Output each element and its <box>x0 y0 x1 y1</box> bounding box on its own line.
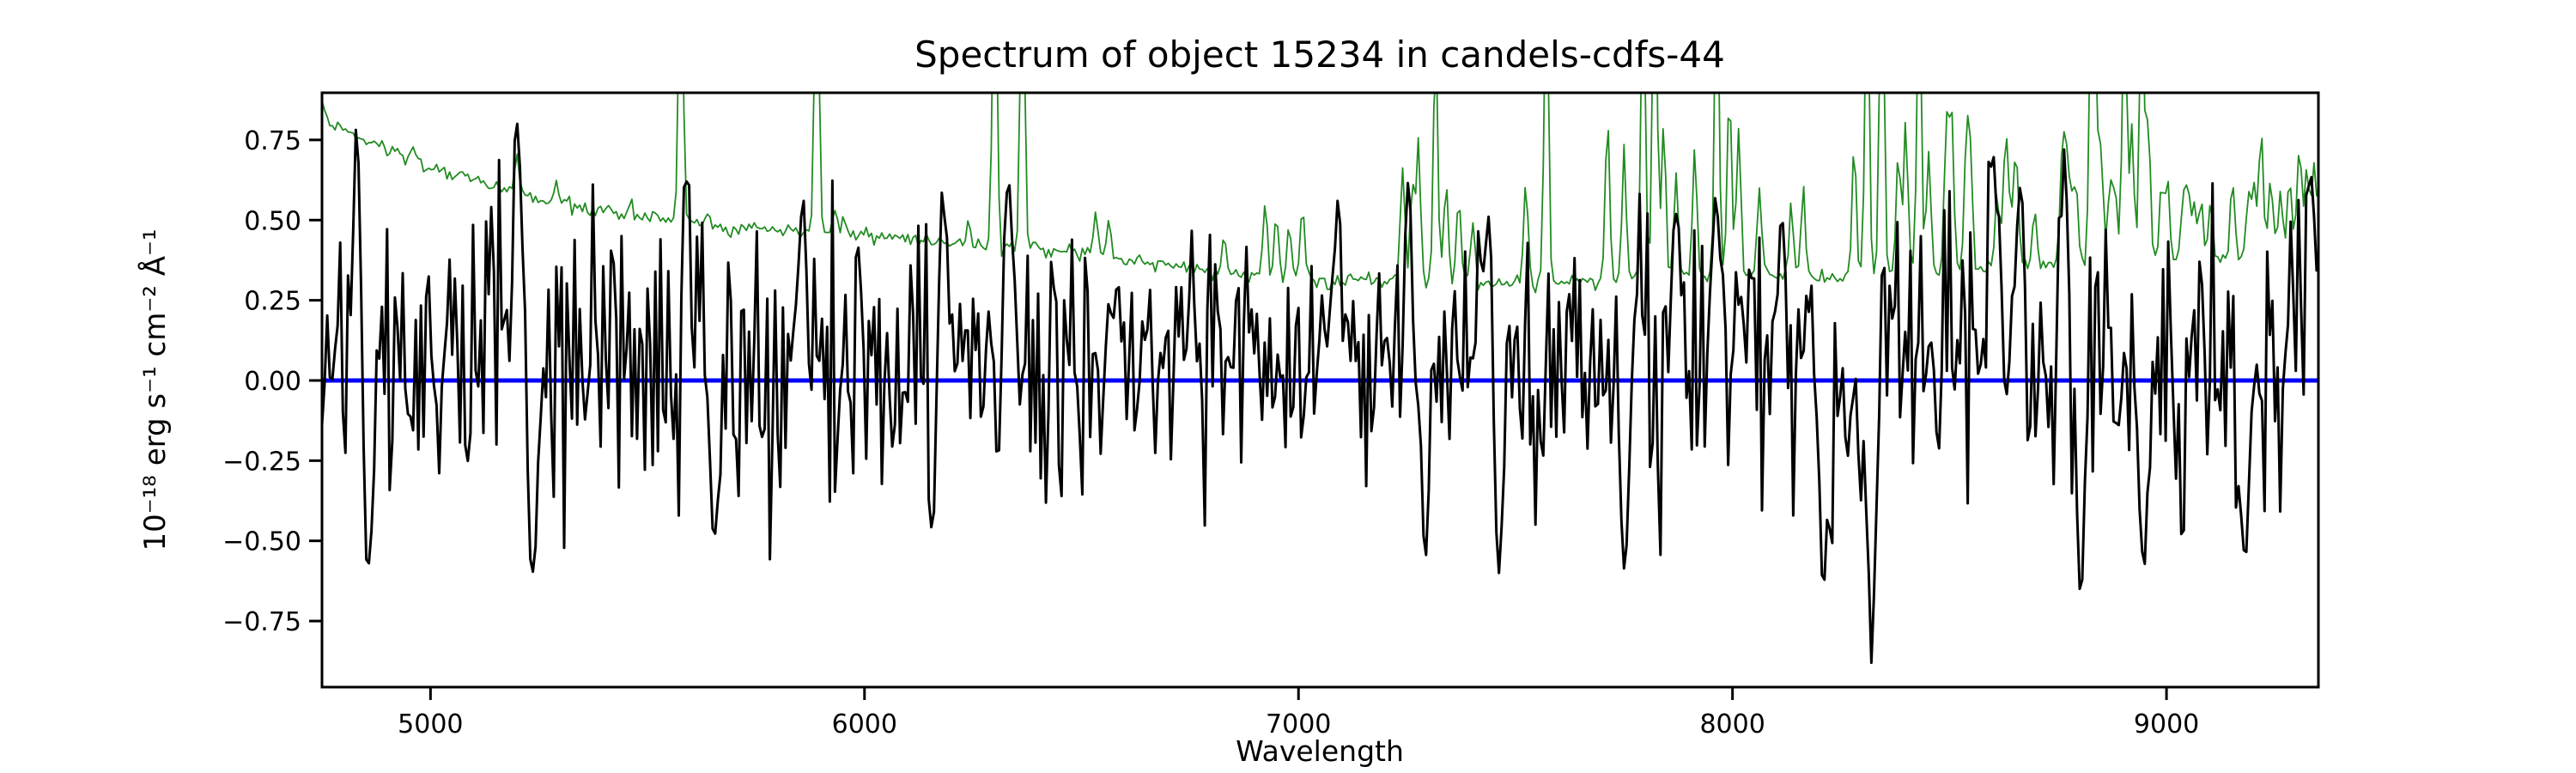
y-tick-label: 0.75 <box>244 126 301 156</box>
axes-spines <box>320 91 2320 689</box>
flux-series-line <box>322 122 2318 665</box>
x-tick-label: 6000 <box>832 709 897 740</box>
y-tick-label: −0.50 <box>222 527 301 557</box>
y-axis-label: 10⁻¹⁸ erg s⁻¹ cm⁻² Å⁻¹ <box>137 228 173 551</box>
x-tick-label: 7000 <box>1266 709 1331 740</box>
x-tick-label: 5000 <box>398 709 463 740</box>
y-tick-label: −0.25 <box>222 447 301 477</box>
plot-area <box>322 93 2318 687</box>
noise-series-line <box>322 93 2318 294</box>
y-tick-label: 0.25 <box>244 287 301 317</box>
y-tick-label: −0.75 <box>222 607 301 637</box>
x-axis-label: Wavelength <box>1236 734 1404 768</box>
y-tick-label: 0.00 <box>244 367 301 397</box>
x-tick-label: 8000 <box>1699 709 1765 740</box>
x-axis: 5000 6000 7000 8000 9000 <box>398 687 2199 740</box>
y-tick-label: 0.50 <box>244 206 301 236</box>
y-axis: 0.75 0.50 0.25 0.00 −0.25 −0.50 −0.75 <box>222 126 322 637</box>
plot-title: Spectrum of object 15234 in candels-cdfs… <box>914 33 1725 76</box>
x-tick-label: 9000 <box>2134 709 2199 740</box>
